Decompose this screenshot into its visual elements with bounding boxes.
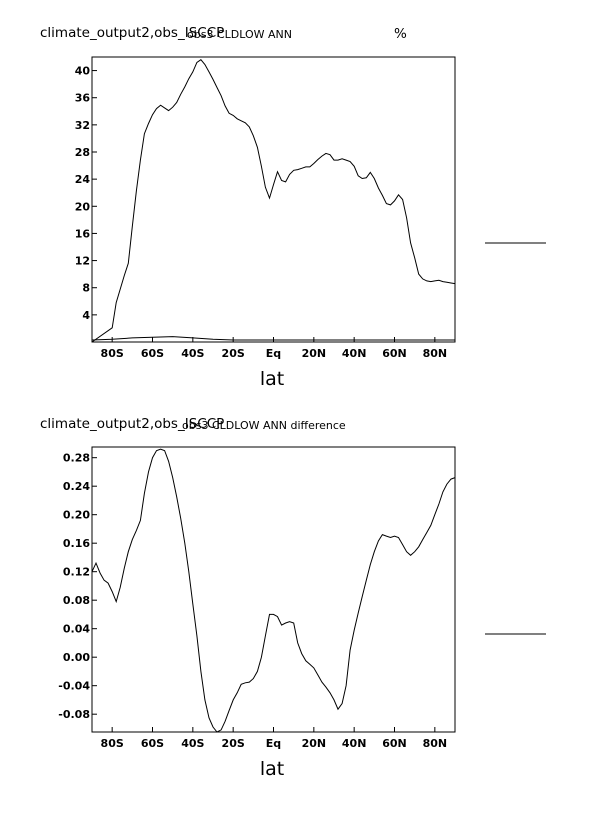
panel-2-y-tick-label: -0.04 — [58, 680, 90, 693]
panel-2-series — [91, 448, 456, 733]
panel-1: climate_output2,obs_ISCCP obs3 CLDLOW AN… — [40, 25, 546, 390]
panel-1-units: % — [394, 26, 407, 42]
panel-1-y-tick-label: 28 — [75, 146, 90, 159]
panel-1-source-label: climate_output2,obs_ISCCP — [40, 25, 224, 41]
panel-2-y-tick-label: -0.08 — [58, 708, 90, 721]
panel-1-x-tick-label: 20S — [222, 347, 245, 360]
panel-1-x-tick-label: 40N — [342, 347, 367, 360]
panel-2-source-label: climate_output2,obs_ISCCP — [40, 416, 224, 432]
panel-1-y-tick-label: 24 — [75, 173, 91, 186]
panel-1-y-tick-label: 8 — [82, 282, 90, 295]
panel-2-y-tick-label: 0.20 — [63, 509, 90, 522]
panel-1-y-tick-label: 16 — [75, 227, 91, 240]
panel-1-series-line-1 — [91, 59, 456, 343]
panel-1-x-tick-label: Eq — [266, 347, 281, 360]
panel-2-x-tick-label: 60N — [382, 737, 407, 750]
panel-1-x-tick-label: 20N — [302, 347, 327, 360]
panel-1-y-tick-label: 12 — [75, 255, 90, 268]
panel-2-title: obs3 CLDLOW ANN difference — [182, 419, 346, 432]
panel-1-y-tick-label: 40 — [75, 65, 91, 78]
panel-1-x-axis-label: lat — [260, 368, 284, 390]
panel-2-plot-frame — [91, 446, 456, 733]
panel-1-series — [91, 59, 456, 343]
panel-2-x-tick-label: 20S — [222, 737, 245, 750]
panel-2-x-tick-label: Eq — [266, 737, 281, 750]
panel-2-y-tick-label: 0.16 — [63, 537, 90, 550]
panel-2-x-tick-label: 80S — [101, 737, 124, 750]
panel-1-y-tick-label: 20 — [75, 200, 91, 213]
panel-1-x-tick-label: 60S — [141, 347, 164, 360]
panel-2-x-tick-label: 20N — [302, 737, 327, 750]
panel-1-y-tick-label: 32 — [75, 119, 90, 132]
panel-1-y-axis: 4 8 12 16 20 24 28 32 36 40 — [75, 65, 97, 322]
panel-2-y-axis: -0.08 -0.04 0.00 0.04 0.08 0.12 0.16 0.20 0.24 0.… — [58, 452, 97, 721]
panel-2-y-tick-label: 0.12 — [63, 566, 90, 579]
panel-2-x-axis: 80S 60S 40S 20S Eq 20N 40N 60N 80N — [101, 727, 448, 750]
panel-2-y-tick-label: 0.04 — [63, 623, 90, 636]
panel-2-x-axis-label: lat — [260, 758, 284, 780]
panel-1-x-tick-label: 60N — [382, 347, 407, 360]
panel-2-y-tick-label: 0.28 — [63, 452, 90, 465]
panel-1-y-tick-label: 4 — [82, 309, 90, 322]
panel-2-series-line-1 — [91, 448, 456, 733]
panel-1-x-tick-label: 80N — [423, 347, 448, 360]
panel-2-x-tick-label: 40S — [181, 737, 204, 750]
panel-2: climate_output2,obs_ISCCP obs3 CLDLOW AN… — [40, 416, 546, 780]
panel-2-x-tick-label: 40N — [342, 737, 367, 750]
panel-2-y-tick-label: 0.08 — [63, 594, 90, 607]
panel-1-title: obs3 CLDLOW ANN — [187, 28, 292, 41]
panel-2-y-tick-label: 0.00 — [63, 651, 90, 664]
panel-2-y-tick-label: 0.24 — [63, 480, 90, 493]
panel-1-y-tick-label: 36 — [75, 92, 91, 105]
panel-1-x-tick-label: 80S — [101, 347, 124, 360]
panel-1-series-line-2 — [91, 336, 455, 341]
panel-1-x-tick-label: 40S — [181, 347, 204, 360]
panel-2-x-tick-label: 80N — [423, 737, 448, 750]
panel-1-plot-frame — [91, 56, 456, 343]
panel-2-x-tick-label: 60S — [141, 737, 164, 750]
